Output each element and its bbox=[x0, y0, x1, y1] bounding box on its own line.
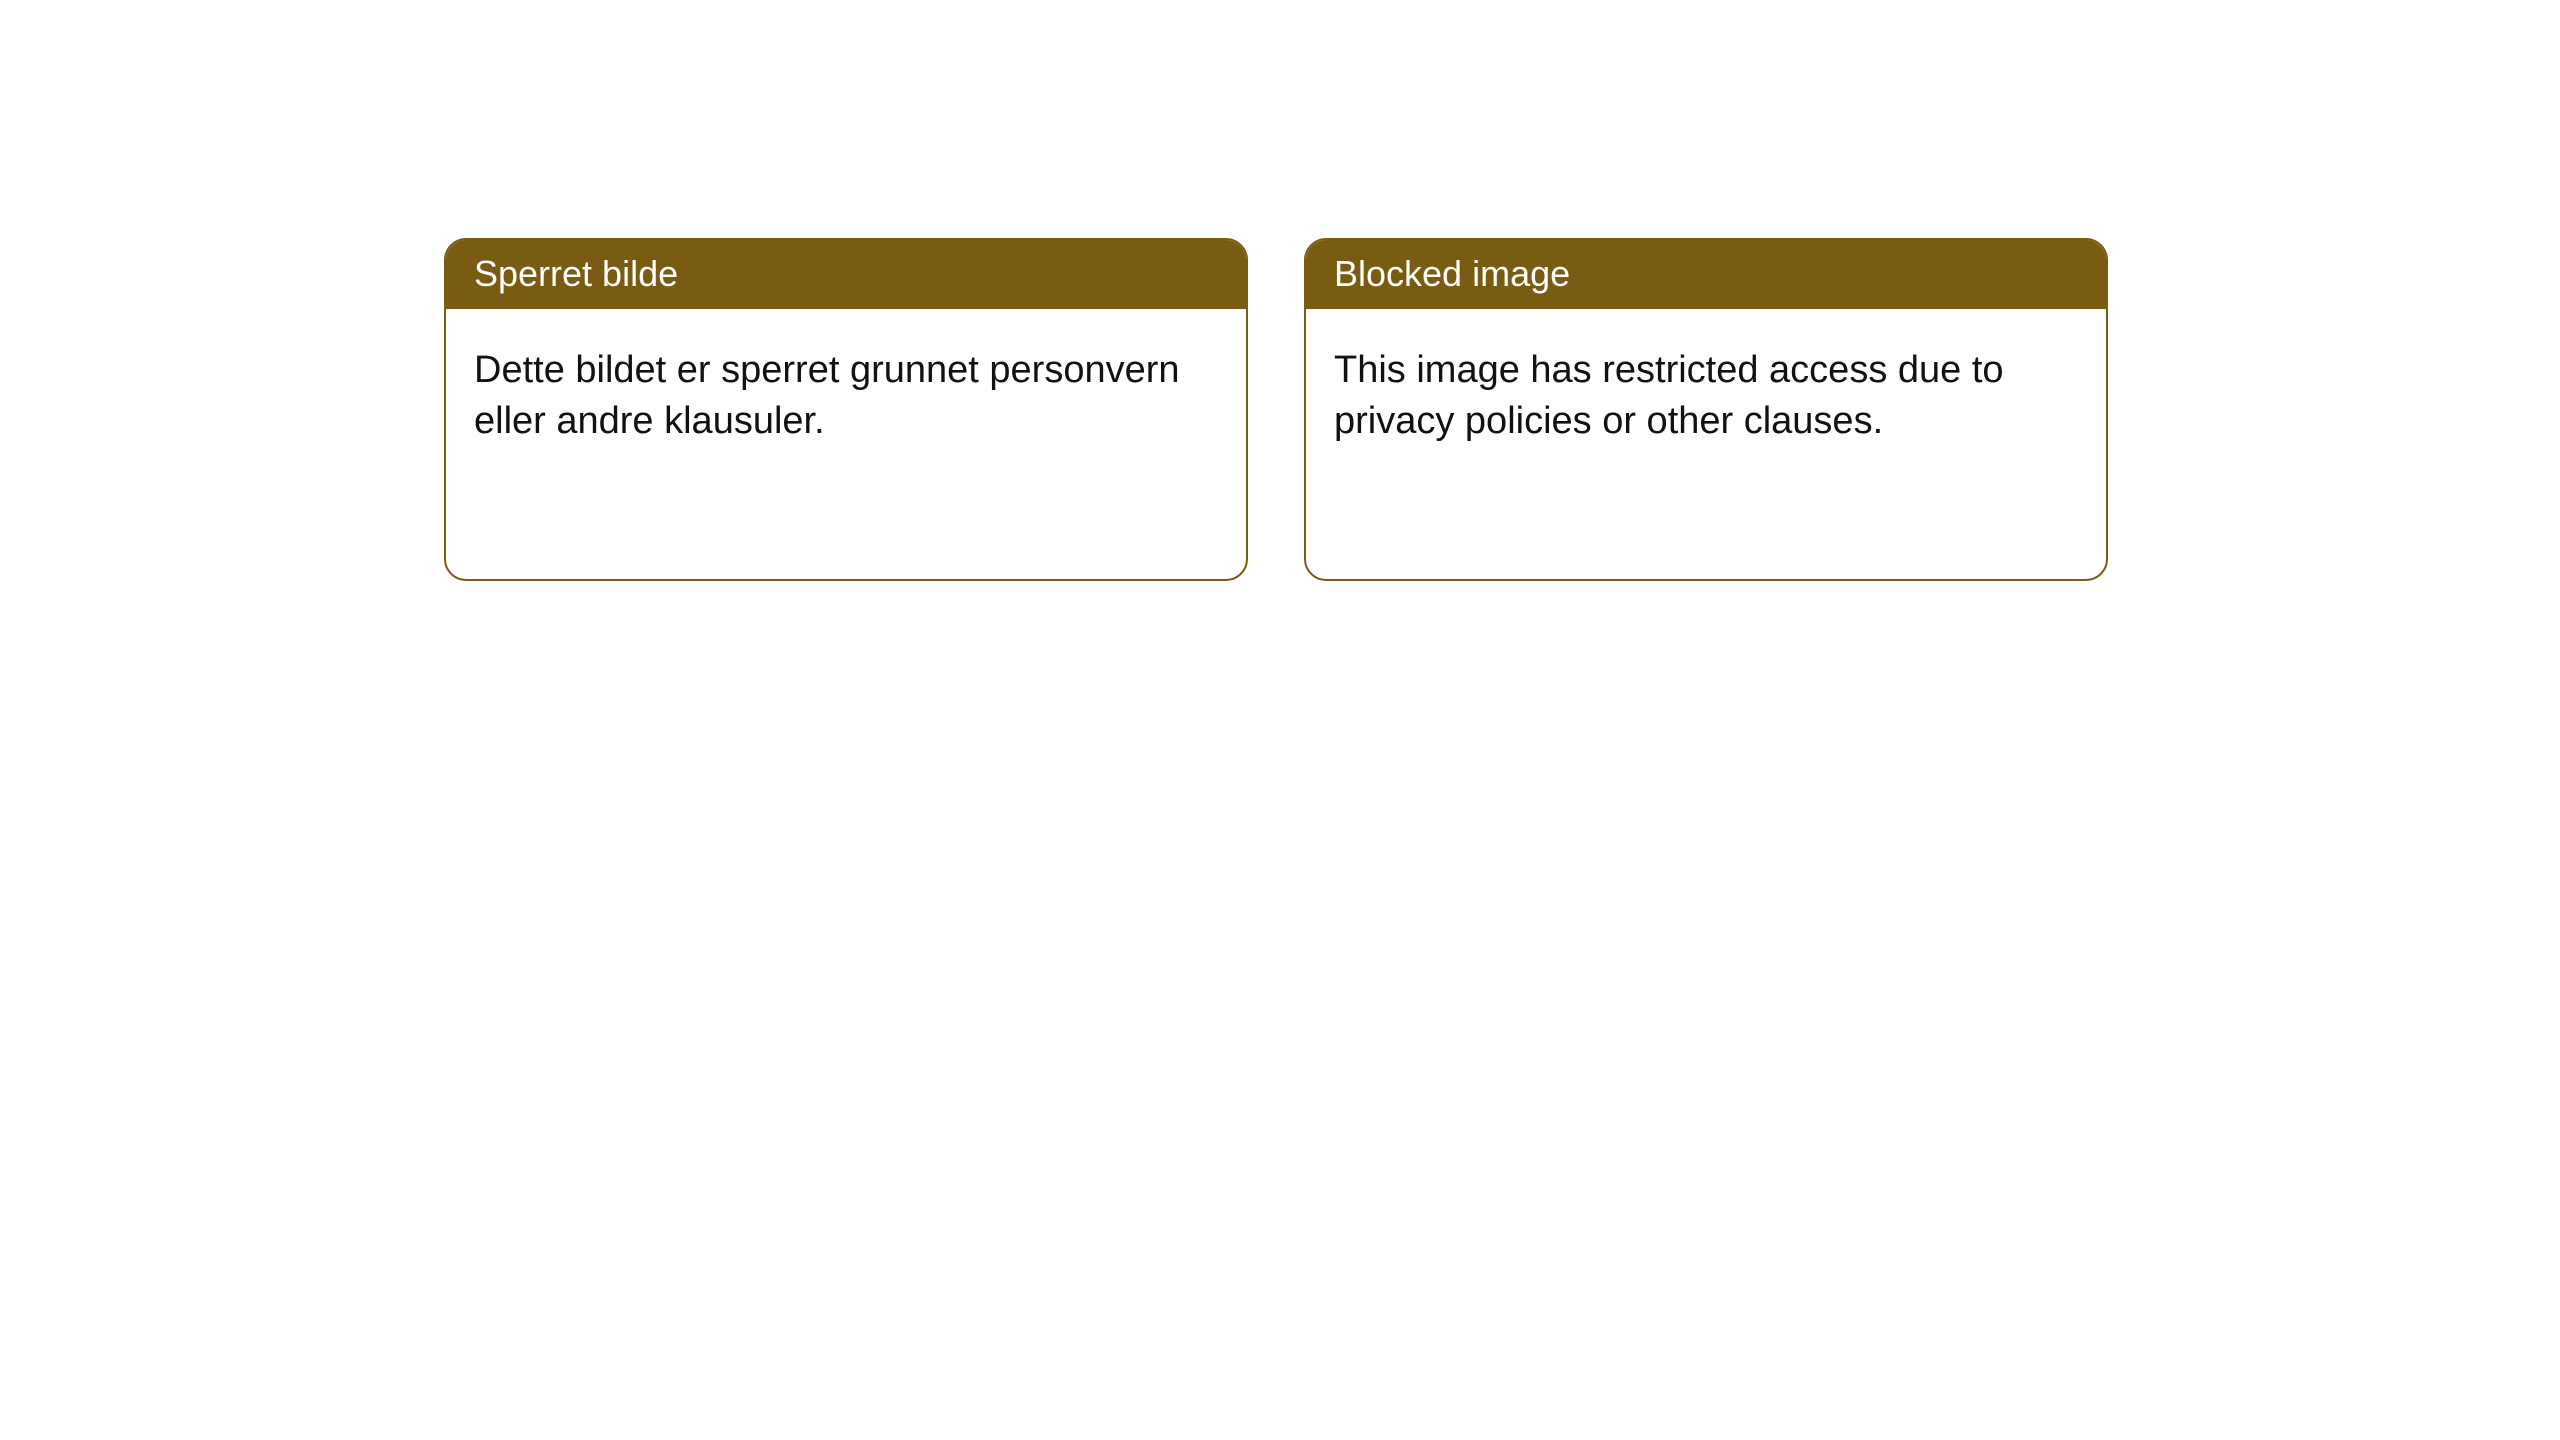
notice-card-norwegian: Sperret bilde Dette bildet er sperret gr… bbox=[444, 238, 1248, 581]
notice-title: Blocked image bbox=[1306, 240, 2106, 309]
notice-title: Sperret bilde bbox=[446, 240, 1246, 309]
notice-body: Dette bildet er sperret grunnet personve… bbox=[446, 309, 1246, 579]
notice-text: Dette bildet er sperret grunnet personve… bbox=[474, 345, 1218, 448]
notice-card-english: Blocked image This image has restricted … bbox=[1304, 238, 2108, 581]
notice-body: This image has restricted access due to … bbox=[1306, 309, 2106, 579]
notice-text: This image has restricted access due to … bbox=[1334, 345, 2078, 448]
notice-cards-row: Sperret bilde Dette bildet er sperret gr… bbox=[444, 238, 2108, 581]
